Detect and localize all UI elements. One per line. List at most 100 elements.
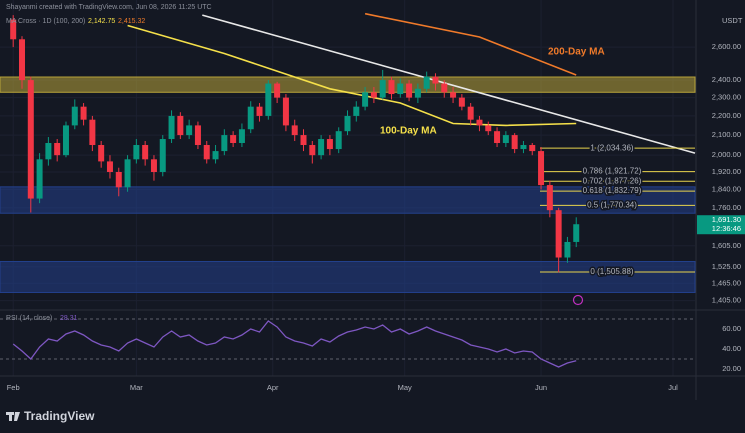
- candle-body: [362, 92, 369, 107]
- candle-body: [458, 97, 465, 107]
- candle-body: [221, 135, 228, 152]
- y-tick-label: 2,600.00: [712, 42, 741, 51]
- candle-body: [89, 119, 96, 146]
- rsi-line: [12, 320, 577, 368]
- candle-body: [194, 125, 201, 146]
- x-tick-label: May: [398, 383, 412, 392]
- logo-part: [9, 412, 12, 421]
- fib-label: 0.702 (1,877.26): [583, 176, 642, 185]
- logo-part: [14, 412, 20, 421]
- indicator-line: [364, 12, 577, 76]
- price-tag-label: 1,691.30: [712, 215, 741, 224]
- candle-body: [177, 115, 184, 136]
- candle-body: [98, 145, 105, 162]
- line-label: 200-Day MA: [548, 47, 605, 58]
- candle-body: [142, 145, 149, 160]
- rsi-value: 28.31: [60, 315, 78, 322]
- indicator-line: [202, 14, 696, 154]
- candle-body: [379, 80, 386, 98]
- candle-body: [115, 171, 122, 188]
- price-pane: 100-Day MA 200-Day MA 1 (2,034.36) 0.786 (1…: [10, 12, 696, 278]
- candle-body: [502, 135, 509, 144]
- zone: [0, 260, 696, 293]
- currency: USDT: [722, 16, 743, 25]
- candle-body: [150, 159, 157, 172]
- candle-body: [485, 125, 492, 132]
- fib-label: 1 (2,034.36): [590, 143, 633, 152]
- brand: TradingView: [24, 409, 95, 423]
- candle-body: [45, 143, 52, 160]
- candle-body: [71, 106, 78, 126]
- x-tick-label: Feb: [7, 383, 20, 392]
- candle-body: [326, 139, 333, 150]
- price-tag: [697, 215, 745, 235]
- candle-body: [441, 83, 448, 93]
- y-tick-label: 1,605.00: [712, 241, 741, 250]
- candle-body: [318, 139, 325, 156]
- header-credit: Shayanmi created with TradingView.com, J…: [6, 4, 212, 11]
- x-tick-label: Apr: [267, 383, 279, 392]
- candle-body: [238, 129, 245, 144]
- candle-body: [370, 92, 377, 98]
- candle-body: [573, 224, 580, 242]
- candle-body: [406, 83, 413, 98]
- candle-body: [62, 125, 69, 156]
- candle-body: [335, 131, 342, 150]
- fib-label: 0 (1,505.88): [590, 267, 633, 276]
- candle-body: [397, 83, 404, 95]
- fib-label: 0.618 (1,832.79): [583, 186, 642, 195]
- ma200-value: 2,415.32: [118, 18, 145, 25]
- zone: [0, 76, 696, 93]
- y-tick-label: 1,405.00: [712, 296, 741, 305]
- candle-body: [388, 80, 395, 95]
- y-tick-label: 1,525.00: [712, 262, 741, 271]
- y-tick-label: 1,760.00: [712, 203, 741, 212]
- candle-body: [106, 161, 113, 172]
- y-tick-label: 2,200.00: [712, 111, 741, 120]
- y-tick-label: 2,400.00: [712, 75, 741, 84]
- candle-body: [309, 145, 316, 156]
- candle-body: [353, 106, 360, 116]
- candle-body: [212, 151, 219, 160]
- alert-icon: [572, 294, 584, 306]
- candle-body: [54, 143, 61, 156]
- candle-body: [282, 97, 289, 126]
- candle-body: [467, 106, 474, 120]
- candle-body: [203, 145, 210, 160]
- x-tick-label: Jul: [668, 383, 678, 392]
- candle-body: [300, 135, 307, 146]
- rsi-tick-label: 60.00: [722, 324, 741, 333]
- indicator-name: MA Cross · 1D (100, 200): [6, 18, 85, 25]
- brand-logo: [6, 412, 20, 421]
- candle-body: [546, 185, 553, 211]
- candle-body: [256, 106, 263, 116]
- candle-body: [186, 125, 193, 136]
- candle-body: [168, 115, 175, 140]
- fib-label: 0.5 (1,770.34): [587, 201, 637, 210]
- candle-body: [27, 80, 34, 199]
- candle-body: [476, 119, 483, 126]
- y-tick-label: 1,920.00: [712, 167, 741, 176]
- candle-body: [538, 151, 545, 186]
- indicator-line: [127, 24, 577, 127]
- fib-label: 0.786 (1,921.72): [583, 167, 642, 176]
- y-tick-label: 1,465.00: [712, 278, 741, 287]
- candle-body: [124, 159, 131, 188]
- candle-body: [520, 145, 527, 150]
- candle-body: [18, 39, 25, 81]
- candle-body: [432, 76, 439, 84]
- zones: [0, 76, 696, 293]
- candle-body: [511, 135, 518, 150]
- candle-body: [265, 83, 272, 116]
- x-tick-label: Jun: [535, 383, 547, 392]
- candle-body: [450, 92, 457, 98]
- rsi-tick-label: 40.00: [722, 344, 741, 353]
- ma100-value: 2,142.75: [88, 18, 115, 25]
- line-label: 100-Day MA: [380, 126, 437, 137]
- candle-body: [564, 241, 571, 258]
- candle-body: [230, 135, 237, 144]
- candle-body: [80, 106, 87, 120]
- candle-body: [291, 125, 298, 136]
